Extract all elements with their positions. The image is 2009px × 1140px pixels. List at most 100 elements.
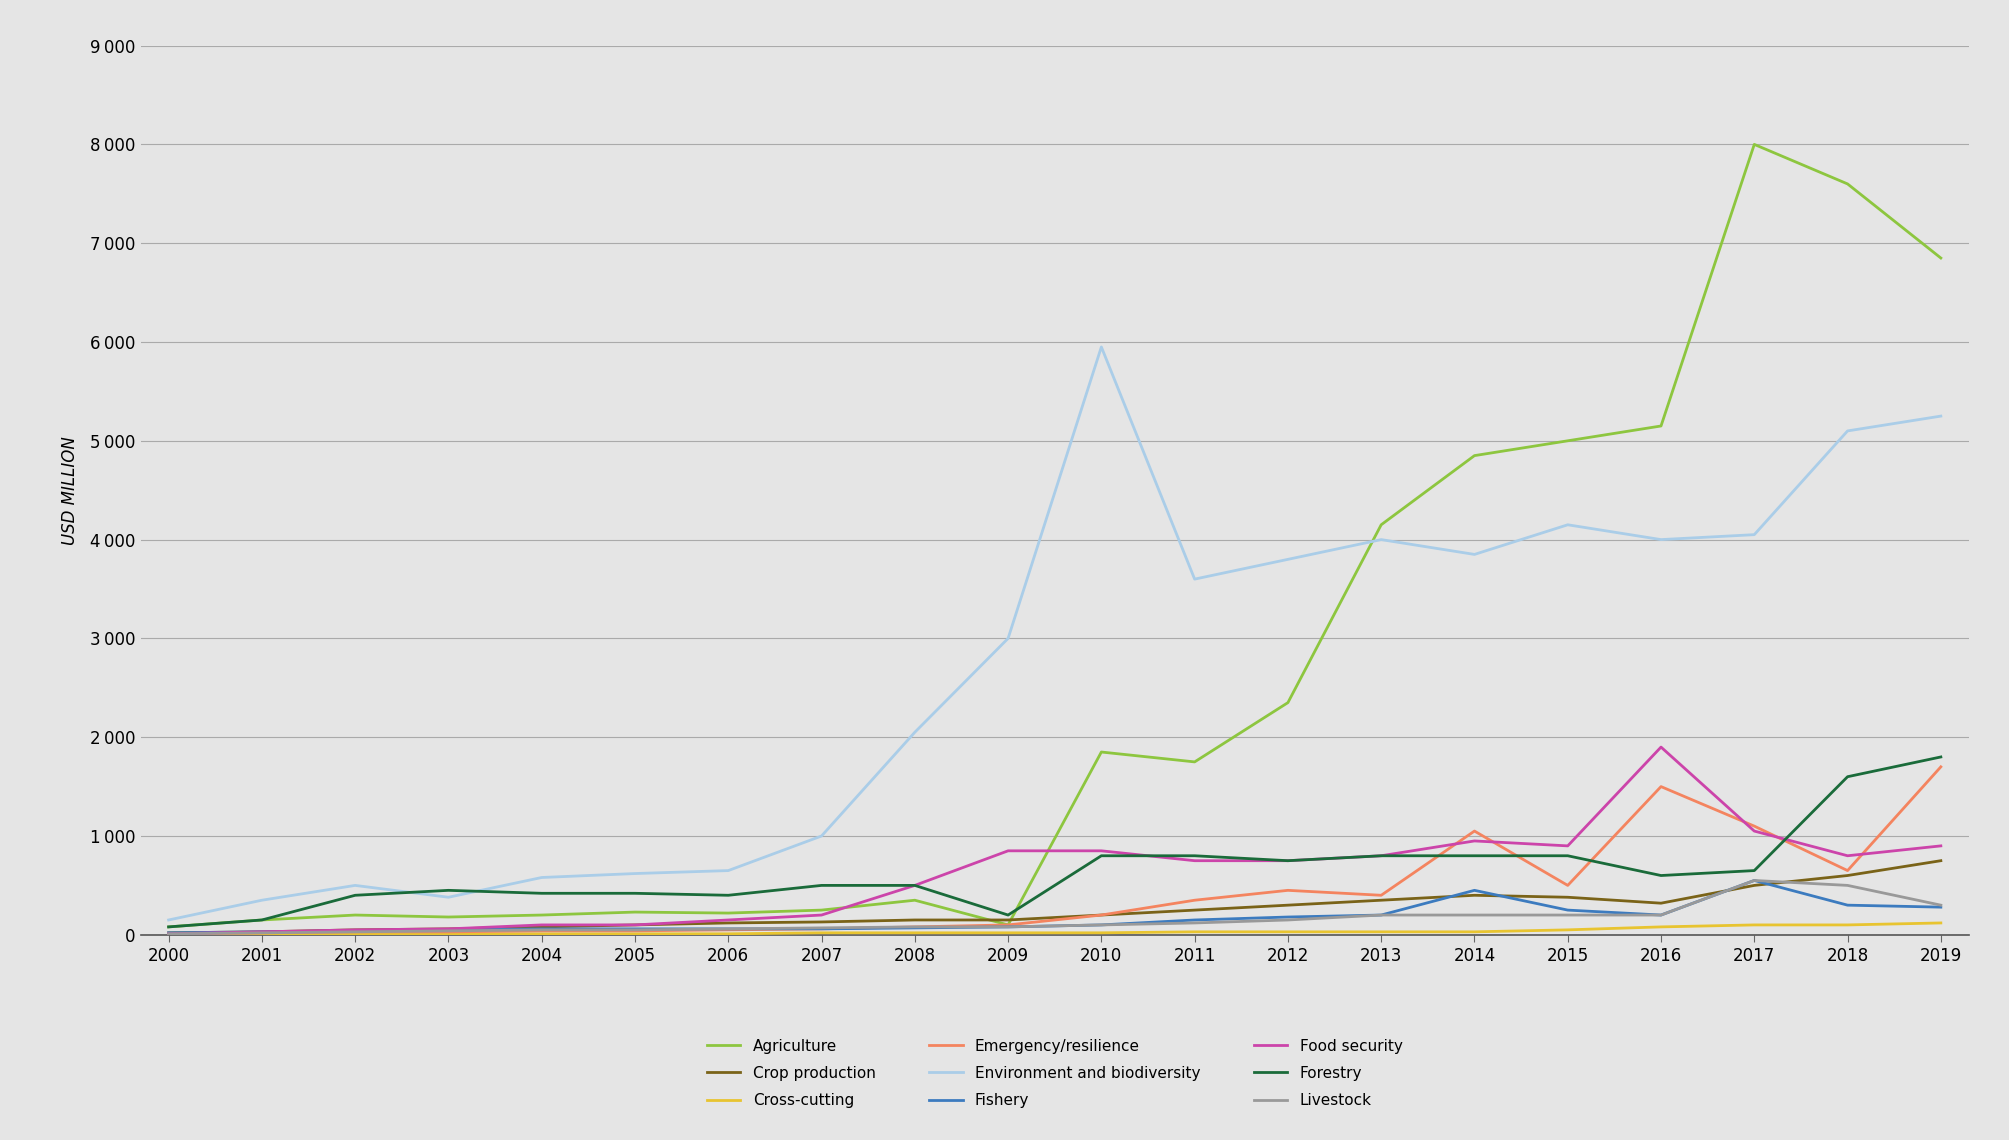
Cross-cutting <box>1649 920 1673 934</box>
Environment and biodiversity <box>1089 340 1113 353</box>
Crop production <box>436 922 460 936</box>
Crop production <box>1836 869 1860 882</box>
Fishery <box>1089 918 1113 931</box>
Crop production <box>715 917 739 930</box>
Livestock <box>1368 909 1392 922</box>
Food security <box>436 922 460 936</box>
Emergency/resilience <box>1368 888 1392 902</box>
Livestock <box>1929 898 1953 912</box>
Environment and biodiversity <box>436 890 460 904</box>
Emergency/resilience <box>1836 864 1860 878</box>
Cross-cutting <box>1368 925 1392 938</box>
Agriculture <box>1836 177 1860 190</box>
Emergency/resilience <box>996 918 1021 931</box>
Crop production <box>902 913 926 927</box>
Agriculture <box>1555 434 1579 448</box>
Environment and biodiversity <box>157 913 181 927</box>
Fishery <box>1929 901 1953 914</box>
Fishery <box>715 922 739 936</box>
Livestock <box>1836 879 1860 893</box>
Emergency/resilience <box>1649 780 1673 793</box>
Crop production <box>1463 888 1487 902</box>
Emergency/resilience <box>1276 884 1300 897</box>
Food security <box>902 879 926 893</box>
Emergency/resilience <box>1089 909 1113 922</box>
Agriculture <box>249 913 273 927</box>
Cross-cutting <box>715 927 739 940</box>
Food security <box>1555 839 1579 853</box>
Food security <box>1463 834 1487 848</box>
Food security <box>344 923 368 937</box>
Cross-cutting <box>1089 926 1113 939</box>
Cross-cutting <box>157 927 181 940</box>
Forestry <box>1555 849 1579 863</box>
Emergency/resilience <box>902 920 926 934</box>
Fishery <box>530 922 554 936</box>
Food security <box>1836 849 1860 863</box>
Cross-cutting <box>1836 918 1860 931</box>
Cross-cutting <box>436 927 460 940</box>
Cross-cutting <box>1463 925 1487 938</box>
Agriculture <box>810 903 834 917</box>
Forestry <box>1836 770 1860 783</box>
Cross-cutting <box>1929 917 1953 930</box>
Crop production <box>249 925 273 938</box>
Forestry <box>157 920 181 934</box>
Cross-cutting <box>249 927 273 940</box>
Environment and biodiversity <box>1555 518 1579 531</box>
Cross-cutting <box>1276 925 1300 938</box>
Crop production <box>1368 894 1392 907</box>
Line: Agriculture: Agriculture <box>169 145 1941 927</box>
Emergency/resilience <box>1742 820 1766 833</box>
Forestry <box>1183 849 1207 863</box>
Emergency/resilience <box>1929 760 1953 774</box>
Forestry <box>1742 864 1766 878</box>
Fishery <box>1555 903 1579 917</box>
Emergency/resilience <box>1463 824 1487 838</box>
Food security <box>1183 854 1207 868</box>
Forestry <box>996 909 1021 922</box>
Fishery <box>1183 913 1207 927</box>
Environment and biodiversity <box>249 894 273 907</box>
Emergency/resilience <box>810 922 834 936</box>
Fishery <box>249 925 273 938</box>
Environment and biodiversity <box>1649 532 1673 546</box>
Emergency/resilience <box>157 927 181 940</box>
Fishery <box>996 920 1021 934</box>
Environment and biodiversity <box>623 866 647 880</box>
Cross-cutting <box>902 926 926 939</box>
Food security <box>1649 740 1673 754</box>
Crop production <box>1742 879 1766 893</box>
Crop production <box>1649 896 1673 910</box>
Cross-cutting <box>344 927 368 940</box>
Food security <box>810 909 834 922</box>
Emergency/resilience <box>623 925 647 938</box>
Livestock <box>810 921 834 935</box>
Forestry <box>344 888 368 902</box>
Cross-cutting <box>530 927 554 940</box>
Crop production <box>1929 854 1953 868</box>
Environment and biodiversity <box>1368 532 1392 546</box>
Forestry <box>623 887 647 901</box>
Fishery <box>1463 884 1487 897</box>
Fishery <box>1276 910 1300 923</box>
Line: Cross-cutting: Cross-cutting <box>169 923 1941 934</box>
Forestry <box>810 879 834 893</box>
Cross-cutting <box>996 926 1021 939</box>
Forestry <box>1929 750 1953 764</box>
Agriculture <box>1183 755 1207 768</box>
Line: Food security: Food security <box>169 747 1941 934</box>
Agriculture <box>1463 449 1487 463</box>
Livestock <box>1555 909 1579 922</box>
Forestry <box>436 884 460 897</box>
Livestock <box>1463 909 1487 922</box>
Emergency/resilience <box>715 923 739 937</box>
Agriculture <box>1649 420 1673 433</box>
Livestock <box>249 926 273 939</box>
Forestry <box>1089 849 1113 863</box>
Line: Crop production: Crop production <box>169 861 1941 933</box>
Livestock <box>344 925 368 938</box>
Line: Livestock: Livestock <box>169 880 1941 934</box>
Agriculture <box>530 909 554 922</box>
Emergency/resilience <box>1183 894 1207 907</box>
